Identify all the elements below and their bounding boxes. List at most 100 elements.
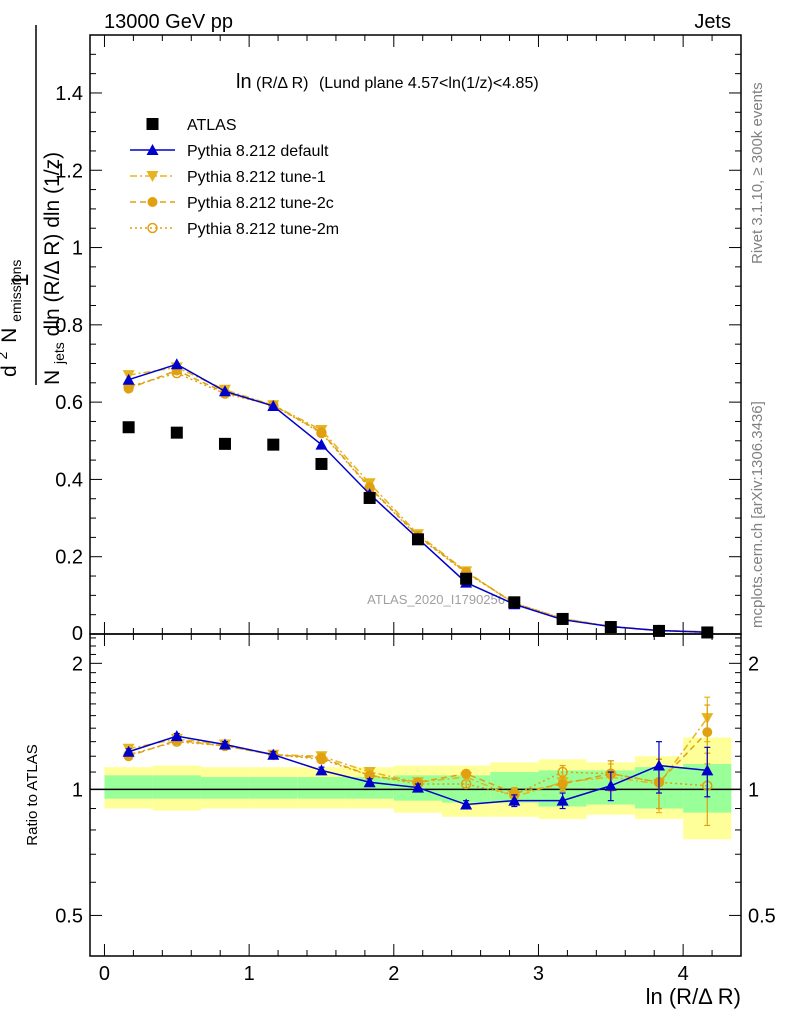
plot-title-arg: (R/Δ R) [256,75,308,92]
plot-title: ln (R/Δ R) (Lund plane 4.57<ln(1/z)<4.85… [236,71,539,93]
ratio-y-tick-label-right: 2 [748,653,759,675]
main-y-tick-label: 0.4 [55,469,83,491]
ratio-point-pythia-8-212-default [460,798,473,810]
ratio-point-pythia-8-212-tune-2c [316,752,327,763]
x-tick-label: 1 [244,963,255,985]
mcplots-label: mcplots.cern.ch [arXiv:1306.3436] [749,401,766,628]
main-y-tick-label: 1.2 [55,160,83,182]
ratio-y-tick-label: 2 [72,653,83,675]
ylabel-num-sub: emissions [8,260,24,322]
main-y-tick-label: 0.8 [55,315,83,337]
ratio-ylabel: Ratio to ATLAS [24,744,41,845]
main-point-atlas [411,533,424,546]
main-ylabel: 1 d 2 N emissions N jets dln (R/Δ R) dln… [0,25,69,385]
x-axis-label: ln (R/Δ R) [646,984,741,1009]
main-point-atlas [460,572,473,585]
ratio-y-tick-label: 1 [72,779,83,801]
legend-marker-pythia-8-212-tune-2c [147,197,158,207]
ratio-y-tick-label: 0.5 [55,905,83,927]
analysis-watermark: ATLAS_2020_I1790256 [367,592,505,607]
main-y-tick-label: 0.2 [55,547,83,569]
ylabel-den-rest: dln (R/Δ R) dln (1/z) [41,152,64,336]
legend-label-pythia-8-212-tune-2m: Pythia 8.212 tune-2m [187,221,339,238]
ratio-point-pythia-8-212-tune-2c [557,778,568,789]
x-tick-label: 0 [99,963,110,985]
ratio-plot-frame [89,633,742,957]
ylabel-den-sub: jets [51,342,67,365]
main-point-atlas [218,437,231,450]
plot-title-rest: (Lund plane 4.57<ln(1/z)<4.85) [319,75,539,92]
main-point-pythia-8-212-tune-2c [364,482,375,493]
main-point-atlas [267,438,280,451]
ratio-point-pythia-8-212-tune-2c [461,768,472,779]
axes-layer: 0 1 2 3 4 0.2 0.4 0.6 0.8 1 1.2 1.4 0 0.5 0.5 1 1 2 2 [55,35,776,985]
main-point-pythia-8-212-default [170,358,183,370]
ylabel-num-d: d [0,365,21,377]
main-point-atlas [652,624,665,637]
main-point-pythia-8-212-tune-2c [316,427,327,438]
legend-label-pythia-8-212-tune-2c: Pythia 8.212 tune-2c [187,195,334,212]
ratio-band-stat [297,777,346,799]
main-y-tick-label: 1.4 [55,83,83,105]
header-right: Jets [694,11,731,33]
legend-marker-atlas [146,118,159,130]
main-point-atlas [604,621,617,634]
rivet-label: Rivet 3.1.10, ≥ 300k events [749,82,766,264]
ylabel-one: 1 [7,273,34,286]
ylabel-denominator: N jets dln (R/Δ R) dln (1/z) [41,152,69,385]
ylabel-num-n: N [0,328,21,343]
ratio-point-pythia-8-212-default [170,730,183,742]
ratio-band-stat [200,777,250,799]
ratio-point-pythia-8-212-tune-2c [509,788,520,799]
plot-title-main: ln [236,71,252,93]
main-point-atlas [556,612,569,625]
ratio-point-pythia-8-212-default [218,738,231,750]
legend: ATLAS Pythia 8.212 default Pythia 8.212 tu… [130,117,339,238]
legend-label-atlas: ATLAS [187,117,237,134]
ratio-point-pythia-8-212-default [122,745,135,757]
series-layer [122,358,714,827]
ratio-point-pythia-8-212-default [267,748,280,760]
ratio-point-pythia-8-212-default [508,794,521,806]
main-point-atlas [508,596,521,609]
main-point-atlas [315,457,328,470]
ylabel-numerator: d 2 N emissions [0,260,24,377]
ratio-band-stat [152,775,201,799]
main-y-tick-label: 0.6 [55,392,83,414]
ratio-point-pythia-8-212-tune-2c [364,770,375,781]
legend-label-pythia-8-212-default: Pythia 8.212 default [187,143,329,160]
ratio-point-pythia-8-212-default [604,779,617,791]
x-tick-label: 2 [388,963,399,985]
ratio-y-tick-label-right: 1 [748,779,759,801]
ratio-band-stat [345,777,394,799]
x-tick-label: 4 [678,963,689,985]
legend-label-pythia-8-212-tune-1: Pythia 8.212 tune-1 [187,169,326,186]
ylabel-num-sup: 2 [0,351,10,359]
ratio-point-pythia-8-212-default [411,781,424,793]
ratio-point-pythia-8-212-default [556,794,569,806]
main-point-pythia-8-212-default [267,399,280,411]
ratio-point-pythia-8-212-default [315,764,328,776]
ratio-point-pythia-8-212-default [701,764,714,776]
main-point-atlas [122,421,135,434]
ratio-band-stat [104,775,153,799]
main-point-pythia-8-212-default [122,373,135,385]
legend-marker-pythia-8-212-default [146,144,159,155]
ratio-point-pythia-8-212-tune-2c [702,727,713,738]
main-point-pythia-8-212-default [315,438,328,450]
header-left: 13000 GeV pp [104,11,233,33]
ratio-point-pythia-8-212-default [363,776,376,788]
legend-marker-pythia-8-212-tune-2m [147,222,158,234]
x-tick-label: 3 [533,963,544,985]
ratio-y-tick-label-right: 0.5 [748,905,776,927]
ratio-point-pythia-8-212-default [652,759,665,771]
main-y-tick-label: 1 [72,238,83,260]
ylabel-den-n: N [41,370,64,385]
main-point-atlas [363,491,376,504]
main-point-pythia-8-212-default [218,385,231,397]
ratio-band-stat [249,777,298,799]
main-y-zero-label: 0 [72,623,83,645]
main-point-pythia-8-212-tune-2c [123,383,134,394]
main-point-atlas [701,626,714,639]
